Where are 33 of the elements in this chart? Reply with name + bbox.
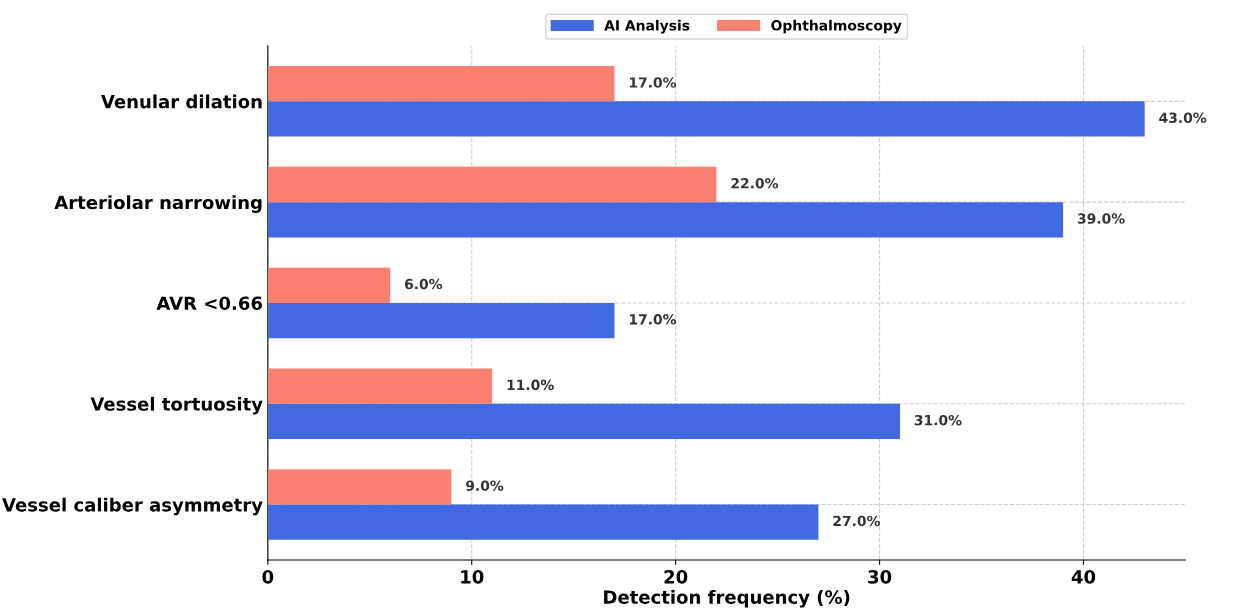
bar (267, 504, 819, 540)
bar (267, 66, 615, 102)
data-label: 6.0% (404, 278, 443, 290)
legend-label: Ophthalmoscopy (771, 19, 902, 34)
bar (267, 368, 493, 404)
data-label: 9.0% (465, 480, 504, 491)
data-label: 17.0% (629, 77, 677, 88)
x-tick-label: 10 (461, 570, 484, 584)
bar (267, 101, 1145, 137)
bar (267, 403, 900, 440)
bar (267, 302, 615, 339)
y-tick-label: Vessel caliber asymmetry (2, 497, 263, 516)
x-tick-label: 0 (262, 570, 274, 584)
y-tick-label: Arteriolar narrowing (54, 195, 262, 213)
data-label: 11.0% (507, 379, 554, 391)
legend-label: AI Analysis (604, 19, 690, 34)
data-label: 17.0% (629, 314, 677, 325)
x-axis-title: Detection frequency (%) (604, 589, 850, 608)
x-tick-label: 20 (664, 570, 688, 584)
y-tick-label: Vessel tortuosity (90, 396, 263, 415)
x-tick-label: 30 (868, 570, 892, 584)
data-label: 22.0% (731, 178, 779, 189)
y-tick-label: AVR <0.66 (156, 296, 263, 311)
data-label: 31.0% (914, 414, 962, 426)
bar (267, 202, 1064, 238)
data-label: 43.0% (1159, 112, 1207, 124)
bar (267, 469, 452, 505)
y-tick-label: Venular dilation (101, 94, 262, 109)
bar (267, 267, 391, 303)
data-label: 39.0% (1077, 213, 1125, 224)
x-tick-label: 40 (1071, 570, 1096, 584)
data-label: 27.0% (833, 515, 881, 527)
bar (267, 166, 717, 203)
